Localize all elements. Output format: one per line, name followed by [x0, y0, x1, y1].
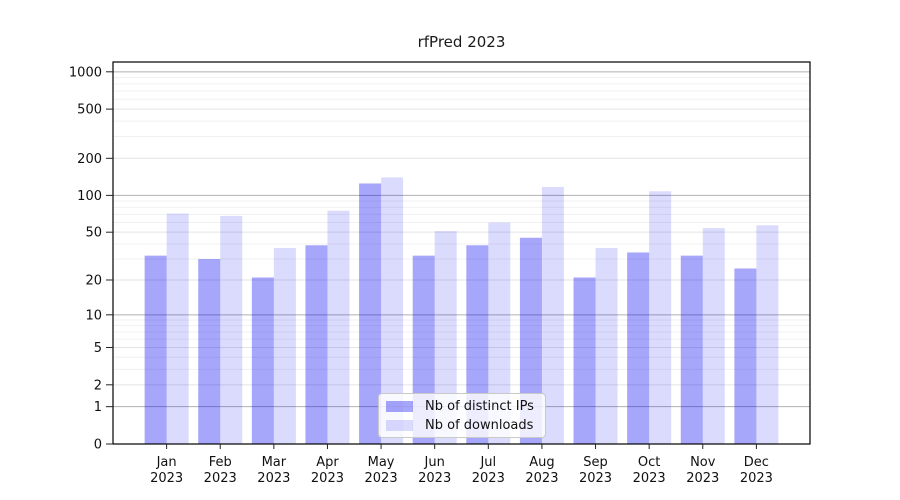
chart-title: rfPred 2023: [417, 33, 506, 51]
bar-downloads-sep: [595, 248, 618, 444]
x-tick-month-label: Feb: [209, 455, 232, 470]
x-tick-month-label: Apr: [316, 455, 339, 470]
x-tick-month-label: Sep: [583, 455, 608, 470]
x-tick-year-label: 2023: [418, 471, 451, 486]
x-tick-month-label: May: [368, 455, 395, 470]
legend-item-distinct-ips: Nb of distinct IPs: [386, 399, 538, 414]
y-tick-label: 200: [77, 152, 102, 167]
x-tick-year-label: 2023: [579, 471, 612, 486]
x-tick-year-label: 2023: [150, 471, 183, 486]
y-tick-label: 5: [94, 341, 102, 356]
bar-downloads-oct: [649, 191, 672, 444]
y-tick-label: 0: [94, 438, 102, 453]
bar-ips-dec: [734, 268, 757, 444]
bar-downloads-dec: [756, 225, 779, 444]
bar-ips-sep: [573, 277, 596, 444]
bar-ips-may: [359, 183, 382, 444]
bar-downloads-nov: [702, 228, 725, 444]
bar-ips-apr: [305, 245, 328, 444]
bar-downloads-jan: [166, 213, 189, 444]
bar-downloads-aug: [541, 186, 564, 444]
x-tick-year-label: 2023: [257, 471, 290, 486]
x-tick-month-label: Dec: [744, 455, 769, 470]
legend-item-downloads: Nb of downloads: [386, 418, 538, 433]
y-tick-label: 500: [77, 103, 102, 118]
x-tick-year-label: 2023: [472, 471, 505, 486]
y-tick-label: 50: [85, 226, 102, 241]
x-tick-month-label: Jan: [156, 455, 177, 470]
x-tick-month-label: Mar: [262, 455, 287, 470]
bar-downloads-may: [381, 177, 404, 445]
plot-border: [112, 61, 811, 445]
x-tick-year-label: 2023: [204, 471, 237, 486]
y-tick-label: 10: [85, 308, 102, 323]
y-tick-label: 2: [94, 378, 102, 393]
y-tick-label: 100: [77, 189, 102, 204]
y-tick-label: 1: [94, 400, 102, 415]
x-tick-year-label: 2023: [633, 471, 666, 486]
x-tick-year-label: 2023: [686, 471, 719, 486]
x-tick-month-label: Nov: [690, 455, 716, 470]
bar-ips-jan: [144, 255, 167, 444]
x-tick-year-label: 2023: [311, 471, 344, 486]
bar-downloads-jul: [488, 222, 511, 444]
bar-ips-nov: [680, 255, 703, 444]
x-tick-month-label: Jul: [479, 455, 496, 470]
bar-downloads-apr: [327, 210, 350, 444]
legend-label-downloads: Nb of downloads: [425, 417, 534, 433]
x-tick-month-label: Oct: [638, 455, 660, 470]
legend-swatch-downloads: [386, 419, 413, 431]
x-tick-month-label: Jun: [424, 455, 445, 470]
bar-downloads-jun: [434, 231, 457, 444]
bar-downloads-mar: [273, 248, 296, 444]
legend-swatch-distinct-ips: [386, 400, 413, 412]
legend: Nb of distinct IPs Nb of downloads: [378, 393, 546, 438]
y-tick-label: 20: [85, 273, 102, 288]
x-tick-year-label: 2023: [740, 471, 773, 486]
y-tick-label: 1000: [69, 65, 102, 80]
x-tick-year-label: 2023: [525, 471, 558, 486]
x-tick-month-label: Aug: [529, 455, 554, 470]
bar-ips-aug: [519, 237, 542, 444]
bar-ips-feb: [198, 259, 221, 444]
bar-ips-mar: [251, 277, 274, 444]
legend-label-distinct-ips: Nb of distinct IPs: [425, 398, 534, 414]
bar-ips-oct: [627, 252, 650, 444]
x-tick-year-label: 2023: [365, 471, 398, 486]
bar-downloads-feb: [220, 215, 243, 444]
